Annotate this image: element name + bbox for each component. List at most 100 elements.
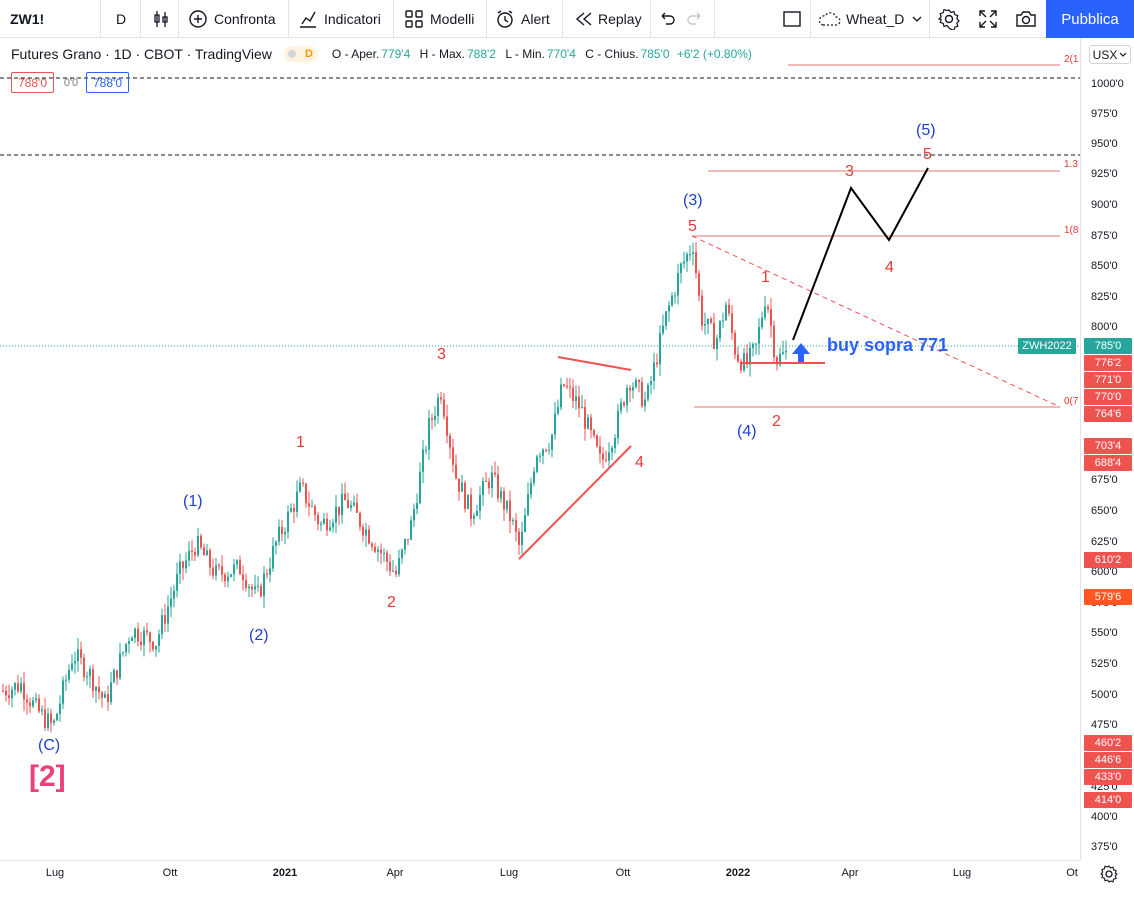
candle-body — [248, 586, 250, 589]
candle-body — [269, 568, 271, 575]
candle-body — [299, 482, 301, 492]
candle-body — [8, 695, 10, 698]
templates-button[interactable]: Modelli — [404, 0, 474, 38]
wave-label: (5) — [916, 122, 936, 139]
toolbar-divider — [178, 0, 179, 38]
candle-body — [479, 495, 481, 511]
candle-body — [287, 511, 289, 533]
candle-body — [257, 586, 259, 588]
price-tick: 600'0 — [1091, 566, 1118, 578]
alert-button[interactable]: Alert — [495, 0, 550, 38]
candle-body — [731, 313, 733, 334]
close-value: 785'0 — [640, 47, 670, 61]
chart-type-button[interactable] — [151, 0, 171, 38]
candle-body — [542, 449, 544, 456]
currency-select[interactable]: USX — [1089, 45, 1131, 64]
high-label: H - Max. — [419, 47, 465, 61]
snapshot-button[interactable] — [1015, 0, 1037, 38]
sell-price-button[interactable]: 788'0 — [11, 72, 54, 93]
currency-label: USX — [1092, 47, 1118, 62]
time-tick: Apr — [841, 867, 859, 879]
open-value: 779'4 — [381, 47, 411, 61]
indicators-button[interactable]: Indicatori — [298, 0, 381, 38]
interval-button[interactable]: D — [116, 11, 127, 27]
candles-layer — [2, 242, 787, 733]
candle-body — [698, 273, 700, 296]
candle-body — [617, 410, 619, 439]
candle-body — [497, 474, 499, 499]
candle-body — [488, 481, 490, 489]
candle-body — [455, 464, 457, 479]
layout-name-button[interactable]: Wheat_D — [817, 0, 922, 38]
candle-body — [725, 304, 727, 321]
candle-body — [62, 680, 64, 704]
candle-body — [713, 322, 715, 349]
candle-body — [473, 515, 475, 519]
time-axis[interactable]: Lug Ott 2021 Apr Lug Ott 2022 Apr Lug Ot — [0, 860, 1080, 897]
data-badge[interactable]: D — [283, 46, 318, 62]
publish-button[interactable]: Pubblica — [1046, 0, 1134, 38]
candle-body — [143, 630, 145, 646]
gear-icon[interactable] — [1099, 864, 1119, 884]
price-label: 460'2 — [1084, 735, 1132, 751]
candle-body — [515, 520, 517, 532]
price-tick: 925'0 — [1091, 168, 1118, 180]
candle-body — [203, 547, 205, 556]
candle-body — [341, 493, 343, 515]
candle-body — [620, 402, 622, 411]
price-tick: 550'0 — [1091, 627, 1118, 639]
candle-body — [86, 676, 88, 678]
symbol-search-button[interactable]: ZW1! — [10, 11, 45, 27]
candle-body — [200, 535, 202, 548]
candle-body — [428, 418, 430, 450]
candle-body — [437, 397, 439, 417]
candle-body — [653, 362, 655, 381]
candle-body — [335, 506, 337, 523]
buy-annotation: buy sopra 771 — [827, 335, 948, 355]
candle-body — [545, 449, 547, 451]
candle-body — [602, 453, 604, 460]
candle-body — [512, 520, 514, 522]
cloud-icon — [818, 12, 841, 26]
candle-body — [719, 321, 721, 339]
candle-body — [350, 505, 352, 508]
wave-label: 3 — [845, 163, 854, 180]
candle-body — [500, 491, 502, 499]
candle-body — [368, 529, 370, 544]
redo-button[interactable] — [686, 0, 704, 38]
candle-body — [44, 709, 46, 729]
compare-button[interactable]: Confronta — [188, 0, 275, 38]
candle-body — [71, 663, 73, 670]
candle-body — [212, 567, 214, 576]
chevron-down-icon — [912, 16, 922, 22]
candle-body — [782, 352, 784, 354]
wave-label: 1 — [296, 434, 305, 451]
layout-button[interactable] — [782, 0, 802, 38]
candle-body — [365, 529, 367, 536]
undo-button[interactable] — [658, 0, 676, 38]
candle-body — [59, 703, 61, 714]
candle-body — [377, 549, 379, 552]
candle-body — [443, 399, 445, 417]
candle-body — [155, 645, 157, 650]
wave-label: 3 — [437, 346, 446, 363]
dashed-trend-line — [691, 235, 1061, 408]
candle-body — [503, 491, 505, 510]
price-tick: 800'0 — [1091, 321, 1118, 333]
fullscreen-button[interactable] — [978, 0, 998, 38]
candle-body — [404, 539, 406, 550]
candle-body — [680, 263, 682, 274]
candle-body — [110, 682, 112, 703]
candle-body — [89, 668, 91, 677]
toolbar-divider — [714, 0, 715, 38]
buy-price-button[interactable]: 788'0 — [86, 72, 129, 93]
chart-title[interactable]: Futures Grano · 1D · CBOT · TradingView — [11, 46, 272, 62]
replay-button[interactable]: Replay — [574, 0, 642, 38]
price-axis[interactable]: 1000'0 975'0 950'0 925'0 900'0 875'0 850… — [1080, 38, 1134, 860]
candle-body — [536, 456, 538, 472]
candle-body — [278, 526, 280, 542]
settings-button[interactable] — [938, 0, 960, 38]
price-chart[interactable]: (C) [2] (1) (2) (3) (4) (5) 1 2 3 4 5 1 … — [0, 38, 1080, 860]
candle-body — [236, 560, 238, 565]
wave-label: 5 — [923, 146, 932, 163]
